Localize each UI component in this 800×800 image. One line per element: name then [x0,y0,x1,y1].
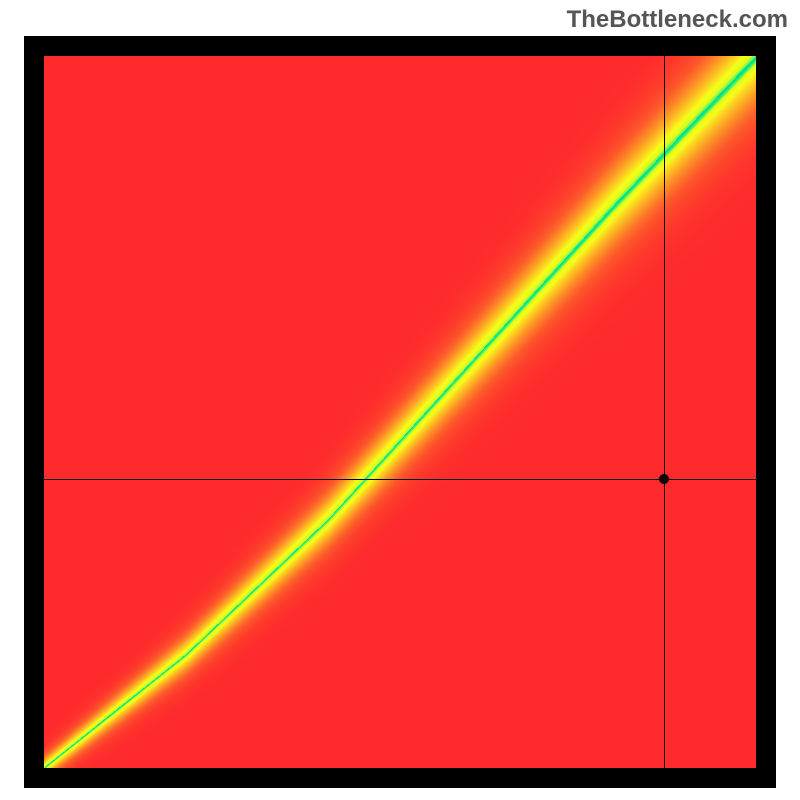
plot-frame [24,36,776,788]
chart-container: TheBottleneck.com [0,0,800,800]
watermark-text: TheBottleneck.com [567,6,788,34]
bottleneck-heatmap [24,36,776,788]
